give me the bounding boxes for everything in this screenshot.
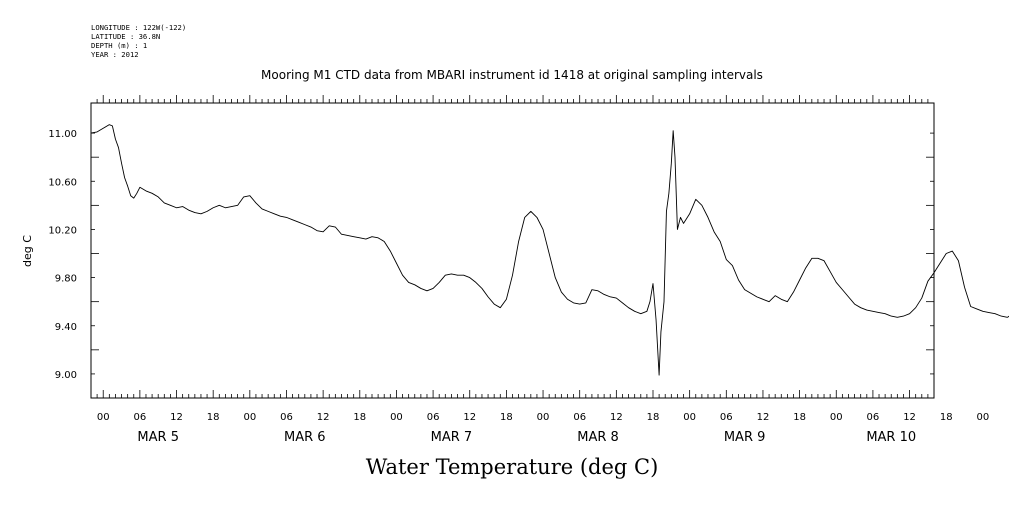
x-hour-tick-label: 12 (757, 412, 770, 423)
tick-layer (91, 95, 934, 398)
x-hour-tick-label: 18 (207, 412, 220, 423)
x-hour-tick-label: 06 (427, 412, 440, 423)
y-axis-label: deg C (21, 235, 34, 267)
x-day-label: MAR 6 (284, 430, 326, 445)
x-hour-tick-label: 06 (867, 412, 880, 423)
x-hour-tick-label: 18 (353, 412, 366, 423)
x-hour-tick-label: 00 (390, 412, 403, 423)
x-hour-tick-label: 06 (573, 412, 586, 423)
y-tick-labels: 11.00 10.60 10.20 9.80 9.40 9.00 (48, 129, 77, 381)
x-hour-tick-label: 00 (683, 412, 696, 423)
x-hour-tick-label: 18 (940, 412, 953, 423)
x-hour-tick-label: 18 (500, 412, 513, 423)
x-hour-tick-label: 12 (463, 412, 476, 423)
temperature-series-line (90, 124, 1009, 376)
meta-longitude: LONGITUDE : 122W(-122) (91, 23, 186, 32)
x-hour-tick-label: 12 (903, 412, 916, 423)
x-hour-tick-label: 06 (134, 412, 147, 423)
chart-title: Mooring M1 CTD data from MBARI instrumen… (261, 68, 763, 82)
x-hour-tick-label: 12 (170, 412, 183, 423)
x-day-label: MAR 7 (431, 430, 473, 445)
x-hour-tick-label: 00 (830, 412, 843, 423)
x-hour-tick-label: 18 (647, 412, 660, 423)
x-day-label: MAR 9 (724, 430, 766, 445)
y-tick-label: 11.00 (48, 129, 77, 140)
x-hour-tick-label: 06 (720, 412, 733, 423)
y-tick-label: 9.40 (55, 322, 77, 333)
x-day-label: MAR 8 (577, 430, 619, 445)
x-hour-tick-label: 00 (977, 412, 990, 423)
meta-depth: DEPTH (m) : 1 (91, 41, 147, 50)
y-tick-label: 10.20 (48, 225, 77, 236)
x-day-label: MAR 10 (866, 430, 916, 445)
x-hour-tick-label: 00 (537, 412, 550, 423)
meta-year: YEAR : 2012 (91, 50, 139, 59)
meta-layer: LONGITUDE : 122W(-122) LATITUDE : 36.8N … (91, 23, 186, 59)
x-axis-label: Water Temperature (deg C) (366, 455, 659, 479)
y-tick-label: 9.80 (55, 274, 77, 285)
x-hour-tick-label: 06 (280, 412, 293, 423)
x-hour-tick-label: 00 (243, 412, 256, 423)
meta-latitude: LATITUDE : 36.8N (91, 32, 160, 41)
x-day-label: MAR 5 (137, 430, 179, 445)
y-tick-label: 10.60 (48, 177, 77, 188)
y-tick-label: 9.00 (55, 370, 77, 381)
x-hour-tick-label: 18 (793, 412, 806, 423)
x-hour-tick-label: 12 (610, 412, 623, 423)
series-layer (90, 124, 1009, 376)
plot-frame (90, 102, 935, 399)
x-hour-tick-label: 00 (97, 412, 110, 423)
x-hour-tick-label: 12 (317, 412, 330, 423)
x-tick-labels: 00 06 12 18 00 06 12 18 00 06 12 18 00 06 12 18 00 06 12 18… (97, 412, 990, 423)
